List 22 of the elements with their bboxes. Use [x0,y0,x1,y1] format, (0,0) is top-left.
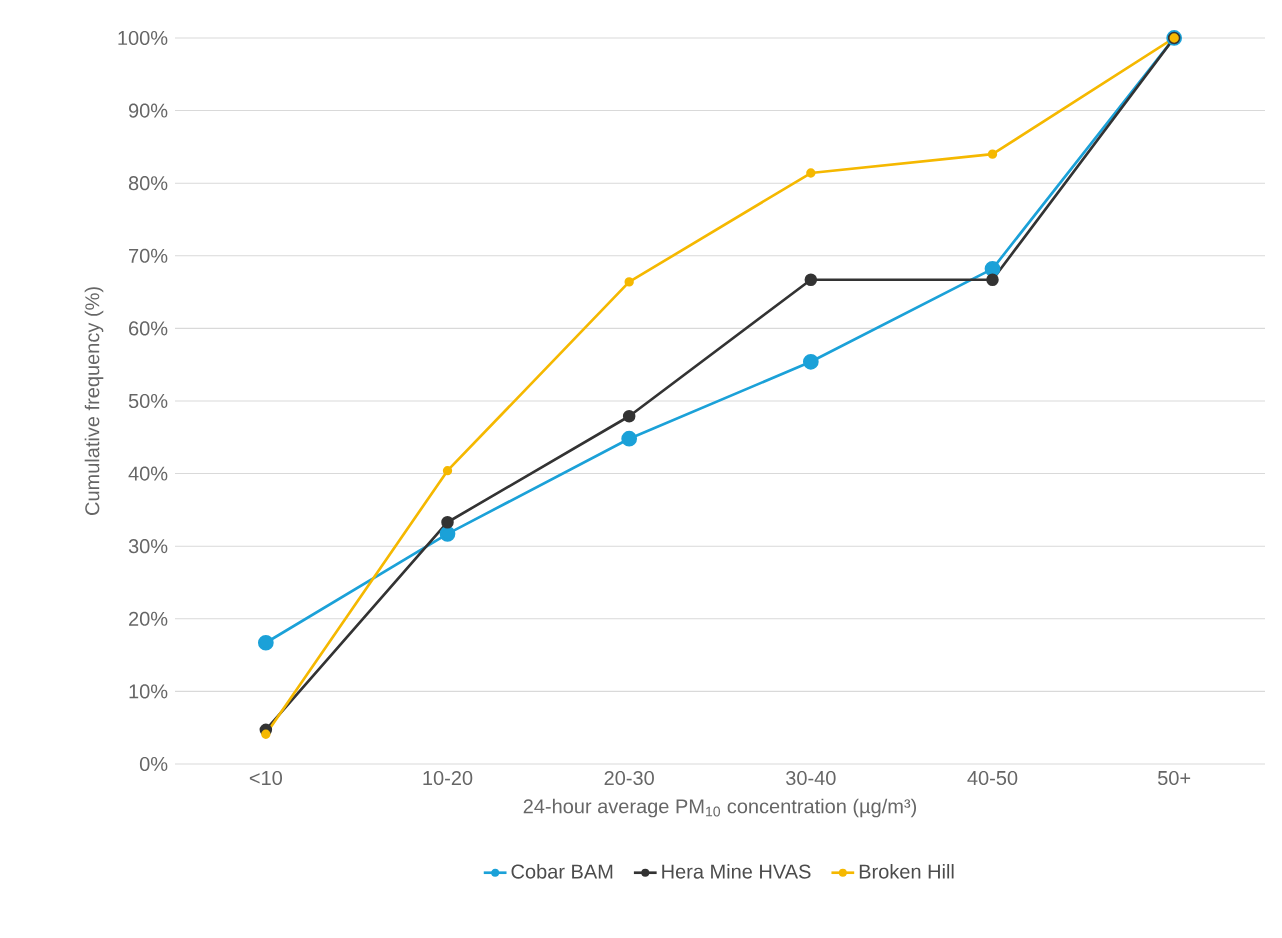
x-tick-label: 50+ [1157,770,1191,786]
x-axis-title: 24-hour average PM$_{10}$ concentration (µg/m³) [523,798,917,818]
x-tick-label: 20-30 [604,770,654,786]
y-tick-label: 80% [128,176,168,191]
y-tick-label: 40% [128,466,168,481]
x-tick-label: 10-20 [423,770,473,786]
y-tick-label: 0% [139,756,168,772]
legend-label: Hera Mine HVAS [662,863,811,879]
y-tick-label: 60% [129,321,168,336]
y-tick-label: 70% [129,248,168,263]
legend-label: Broken Hill [859,863,954,879]
x-tick-label: <10 [249,770,283,786]
y-tick-label: 90% [128,103,168,118]
x-tick-label: 30-40 [786,770,836,786]
y-tick-label: 20% [129,611,168,626]
y-tick-label: 30% [128,539,168,554]
y-axis-title: Cumulative frequency (%) [84,287,104,516]
x-tick-label: 40-50 [967,770,1018,786]
y-tick-label: 50% [128,393,168,409]
legend-label: Cobar BAM [511,863,613,879]
y-tick-label: 10% [129,684,168,699]
y-tick-label: 100% [118,30,168,46]
